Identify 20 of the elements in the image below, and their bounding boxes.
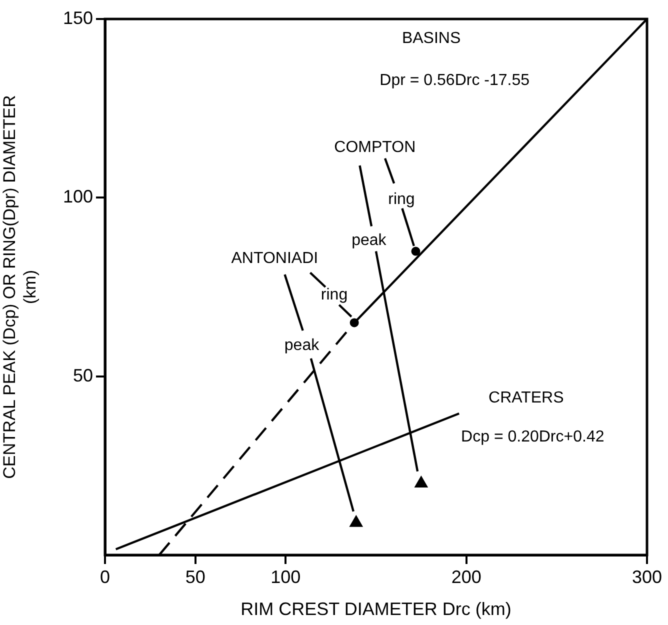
x-tick-label: 100	[270, 566, 301, 587]
y-axis-title: CENTRAL PEAK (Dcp) OR RING(Dpr) DIAMETER (km)	[0, 95, 40, 479]
annotation: ring	[320, 286, 348, 304]
annotation: ANTONIADI	[231, 250, 318, 267]
annotation: Dcp = 0.20Drc+0.42	[461, 428, 604, 446]
x-tick-label: 50	[185, 566, 206, 587]
annotation: ring	[388, 191, 415, 208]
y-tick-label: 50	[72, 365, 93, 386]
annotation: CRATERS	[488, 389, 564, 406]
x-axis-title: RIM CREST DIAMETER Drc (km)	[240, 599, 512, 620]
y-tick-label: 150	[62, 8, 93, 28]
x-tick-label: 0	[100, 566, 110, 587]
x-tick-label: 200	[451, 566, 482, 587]
x-tick-label: 300	[632, 566, 662, 587]
annotation: peak	[284, 336, 320, 354]
annotation: peak	[352, 232, 388, 249]
y-tick-label: 100	[62, 186, 93, 207]
annotation: COMPTON	[334, 139, 416, 156]
annotation: Dpr = 0.56Drc -17.55	[380, 72, 530, 90]
annotation: BASINS	[402, 30, 461, 48]
